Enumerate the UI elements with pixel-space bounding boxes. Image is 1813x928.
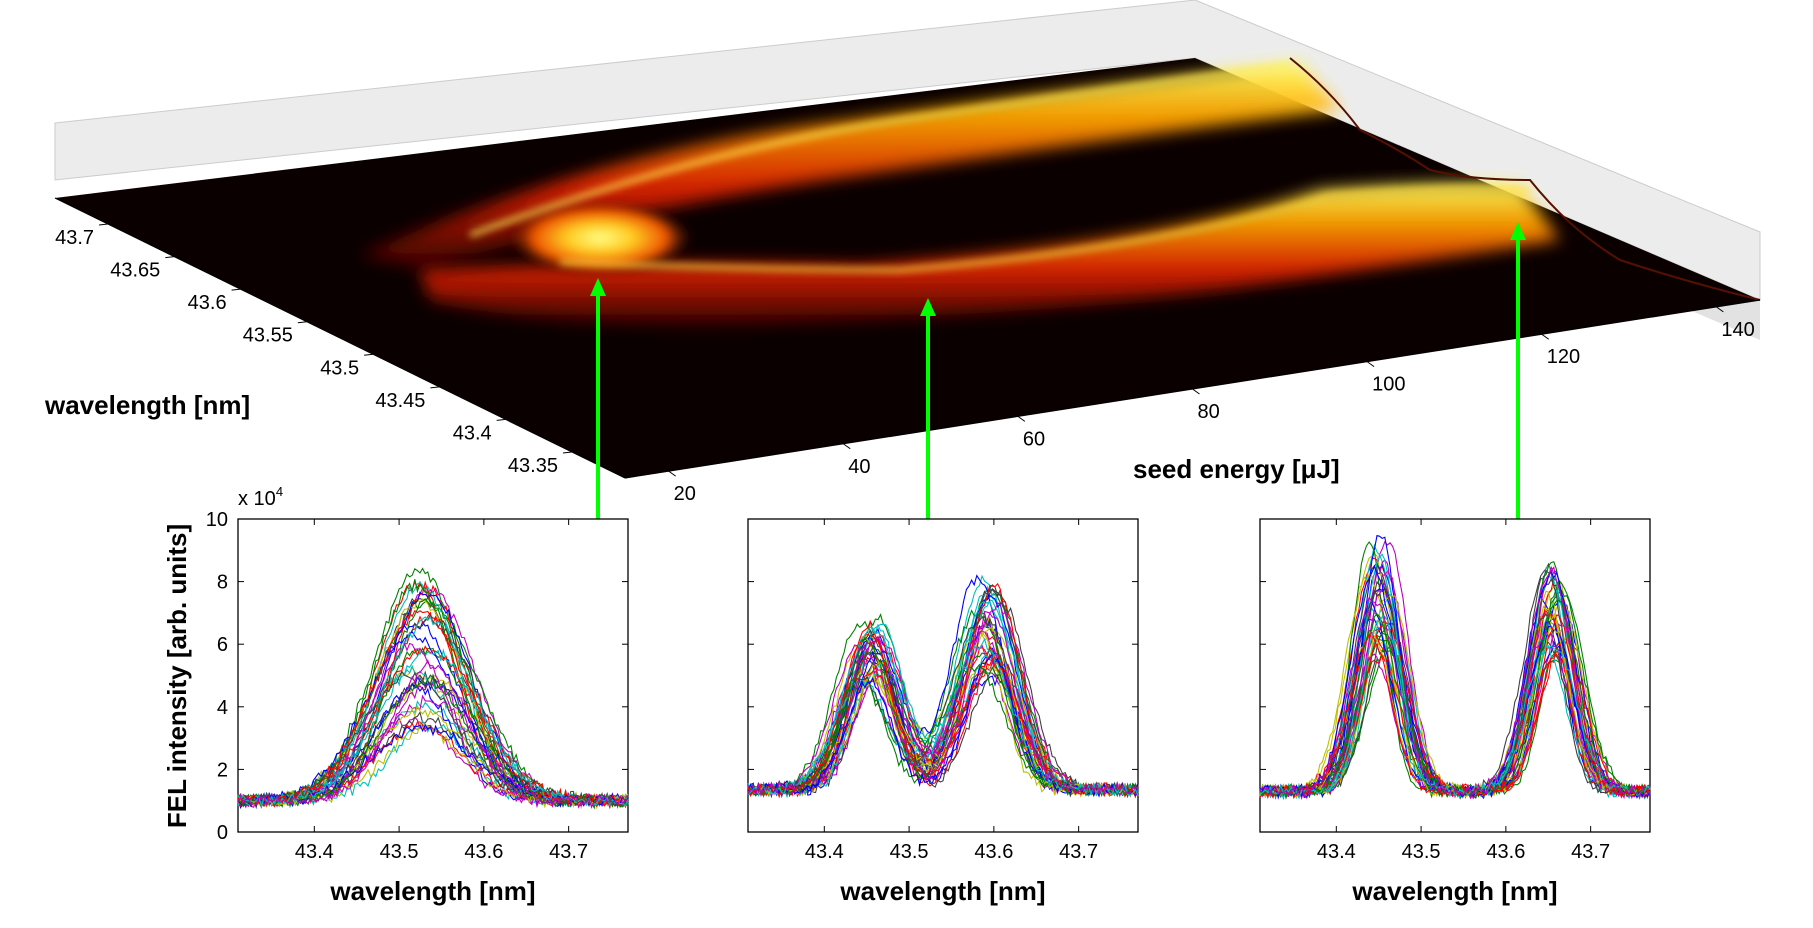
x-tick-label: 43.5: [1402, 841, 1441, 863]
surface-wavelength-tick-label: 43.6: [188, 292, 227, 314]
hot-spot: [505, 200, 695, 276]
shot-series-line: [1259, 614, 1651, 799]
x-tick-label: 43.5: [380, 841, 419, 863]
surface-seed-energy-tick-mark: [1192, 388, 1200, 395]
surface-seed-energy-tick-label: 80: [1198, 401, 1220, 423]
surface-ylabel: wavelength [nm]: [44, 390, 250, 420]
ridge-upper-crest: [469, 62, 1291, 238]
surface-wavelength-tick-label: 43.45: [375, 390, 425, 412]
surface-wavelength-tick-label: 43.4: [453, 422, 492, 444]
surface-wavelength-tick-mark: [98, 223, 109, 226]
surface-seed-energy-tick-label: 60: [1023, 428, 1045, 450]
y-tick-label: 8: [217, 572, 228, 594]
panel-1-multiplier: x 104: [238, 484, 283, 510]
shot-series-line: [237, 670, 629, 807]
surface-wavelength-tick-label: 43.5: [320, 357, 359, 379]
surface-wavelength-tick-mark: [562, 451, 573, 454]
surface-seed-energy-ticks: 20 40 60 80 100 120 140: [668, 306, 1755, 505]
panel-3-xlabel: wavelength [nm]: [1351, 876, 1557, 906]
y-tick-label: 10: [206, 509, 228, 531]
x-tick-label: 43.7: [549, 841, 588, 863]
surface-floor: [55, 57, 1761, 478]
right-edge-profile: [1289, 57, 1761, 301]
panel-2: 43.4 43.5 43.6 43.7 wavelength [nm]: [747, 518, 1139, 906]
surface-wavelength-tick-label: 43.65: [110, 260, 160, 282]
surface-seed-energy-tick-mark: [1716, 306, 1724, 313]
panel-1-ticks: 43.4 43.5 43.6 43.7 0 2 4 6 8 10: [206, 509, 628, 863]
x-tick-label: 43.6: [974, 841, 1013, 863]
y-tick-label: 0: [217, 822, 228, 844]
surface-seed-energy-tick-mark: [842, 443, 851, 450]
surface-wavelength-tick-mark: [165, 256, 175, 259]
x-tick-label: 43.4: [1317, 841, 1356, 863]
surface-wavelength-tick-label: 43.55: [243, 325, 293, 347]
panel-1-ylabel: FEL intensity [arb. units]: [162, 524, 192, 828]
surface-seed-energy-tick-label: 120: [1547, 346, 1580, 368]
surface-wavelength-tick-mark: [364, 353, 374, 356]
panel-2-ticks: 43.4 43.5 43.6 43.7: [748, 518, 1138, 863]
shot-series-line: [747, 582, 1139, 799]
shot-series-line: [747, 646, 1139, 797]
y-tick-label: 2: [217, 759, 228, 781]
x-tick-label: 43.6: [1486, 841, 1525, 863]
surface-wavelength-tick-mark: [496, 418, 506, 421]
surface-seed-energy-tick-mark: [1017, 415, 1026, 422]
x-tick-label: 43.5: [890, 841, 929, 863]
shot-series-line: [1259, 615, 1651, 800]
surface-xlabel: seed energy [μJ]: [1133, 454, 1340, 484]
surface-seed-energy-tick-label: 100: [1372, 374, 1405, 396]
surface-plot: 43.35 43.4 43.45 43.5 43.55 43.6 43.65 43.7 20 4…: [44, 0, 1761, 505]
shot-series-line: [1259, 566, 1651, 799]
surface-wavelength-tick-label: 43.7: [55, 227, 94, 249]
shot-series-line: [747, 626, 1139, 797]
surface-seed-energy-tick-mark: [668, 470, 676, 477]
surface-seed-energy-tick-mark: [1541, 333, 1550, 340]
panel-1: 43.4 43.5 43.6 43.7 0 2 4 6 8 10 x 104 wavelength…: [162, 484, 629, 906]
shot-series-line: [747, 611, 1139, 796]
marker-arrow-head: [1510, 222, 1526, 240]
surface-seed-energy-tick-label: 20: [674, 483, 696, 505]
x-tick-label: 43.6: [464, 841, 503, 863]
panel-3: 43.4 43.5 43.6 43.7 wavelength [nm]: [1259, 518, 1651, 906]
panel-3-ticks: 43.4 43.5 43.6 43.7: [1260, 518, 1650, 863]
floor-left-edge: [54, 197, 626, 479]
shot-series-line: [237, 674, 629, 808]
marker-arrow-head: [590, 278, 606, 296]
panel-1-series: [237, 567, 629, 810]
surface-seed-energy-tick-label: 40: [848, 456, 870, 478]
panel-2-xlabel: wavelength [nm]: [839, 876, 1045, 906]
marker-arrow-head: [920, 298, 936, 316]
shot-series-line: [237, 659, 629, 809]
shot-series-line: [1259, 599, 1651, 800]
surface-wavelength-tick-mark: [297, 321, 307, 324]
surface-seed-energy-tick-mark: [1366, 361, 1375, 368]
surface-wavelength-tick-label: 43.35: [508, 455, 558, 477]
surface-wavelength-ticks: 43.35 43.4 43.45 43.5 43.55 43.6 43.65 43.7: [55, 223, 573, 477]
marker-arrows: [590, 222, 1526, 540]
x-tick-label: 43.4: [295, 841, 334, 863]
x-tick-label: 43.4: [805, 841, 844, 863]
panel-2-series: [747, 574, 1139, 799]
panel-3-series: [1259, 534, 1651, 801]
ridge-lower-glow: [420, 183, 1560, 326]
x-tick-label: 43.7: [1571, 841, 1610, 863]
x-tick-label: 43.7: [1059, 841, 1098, 863]
panel-1-xlabel: wavelength [nm]: [329, 876, 535, 906]
shot-series-line: [237, 648, 628, 807]
y-tick-label: 4: [217, 697, 228, 719]
surface-wavelength-tick-mark: [430, 386, 440, 389]
surface-seed-energy-tick-label: 140: [1721, 319, 1754, 341]
ridge-lower-crest: [559, 186, 1531, 273]
surface-wavelength-tick-mark: [231, 288, 241, 291]
y-tick-label: 6: [217, 634, 228, 656]
